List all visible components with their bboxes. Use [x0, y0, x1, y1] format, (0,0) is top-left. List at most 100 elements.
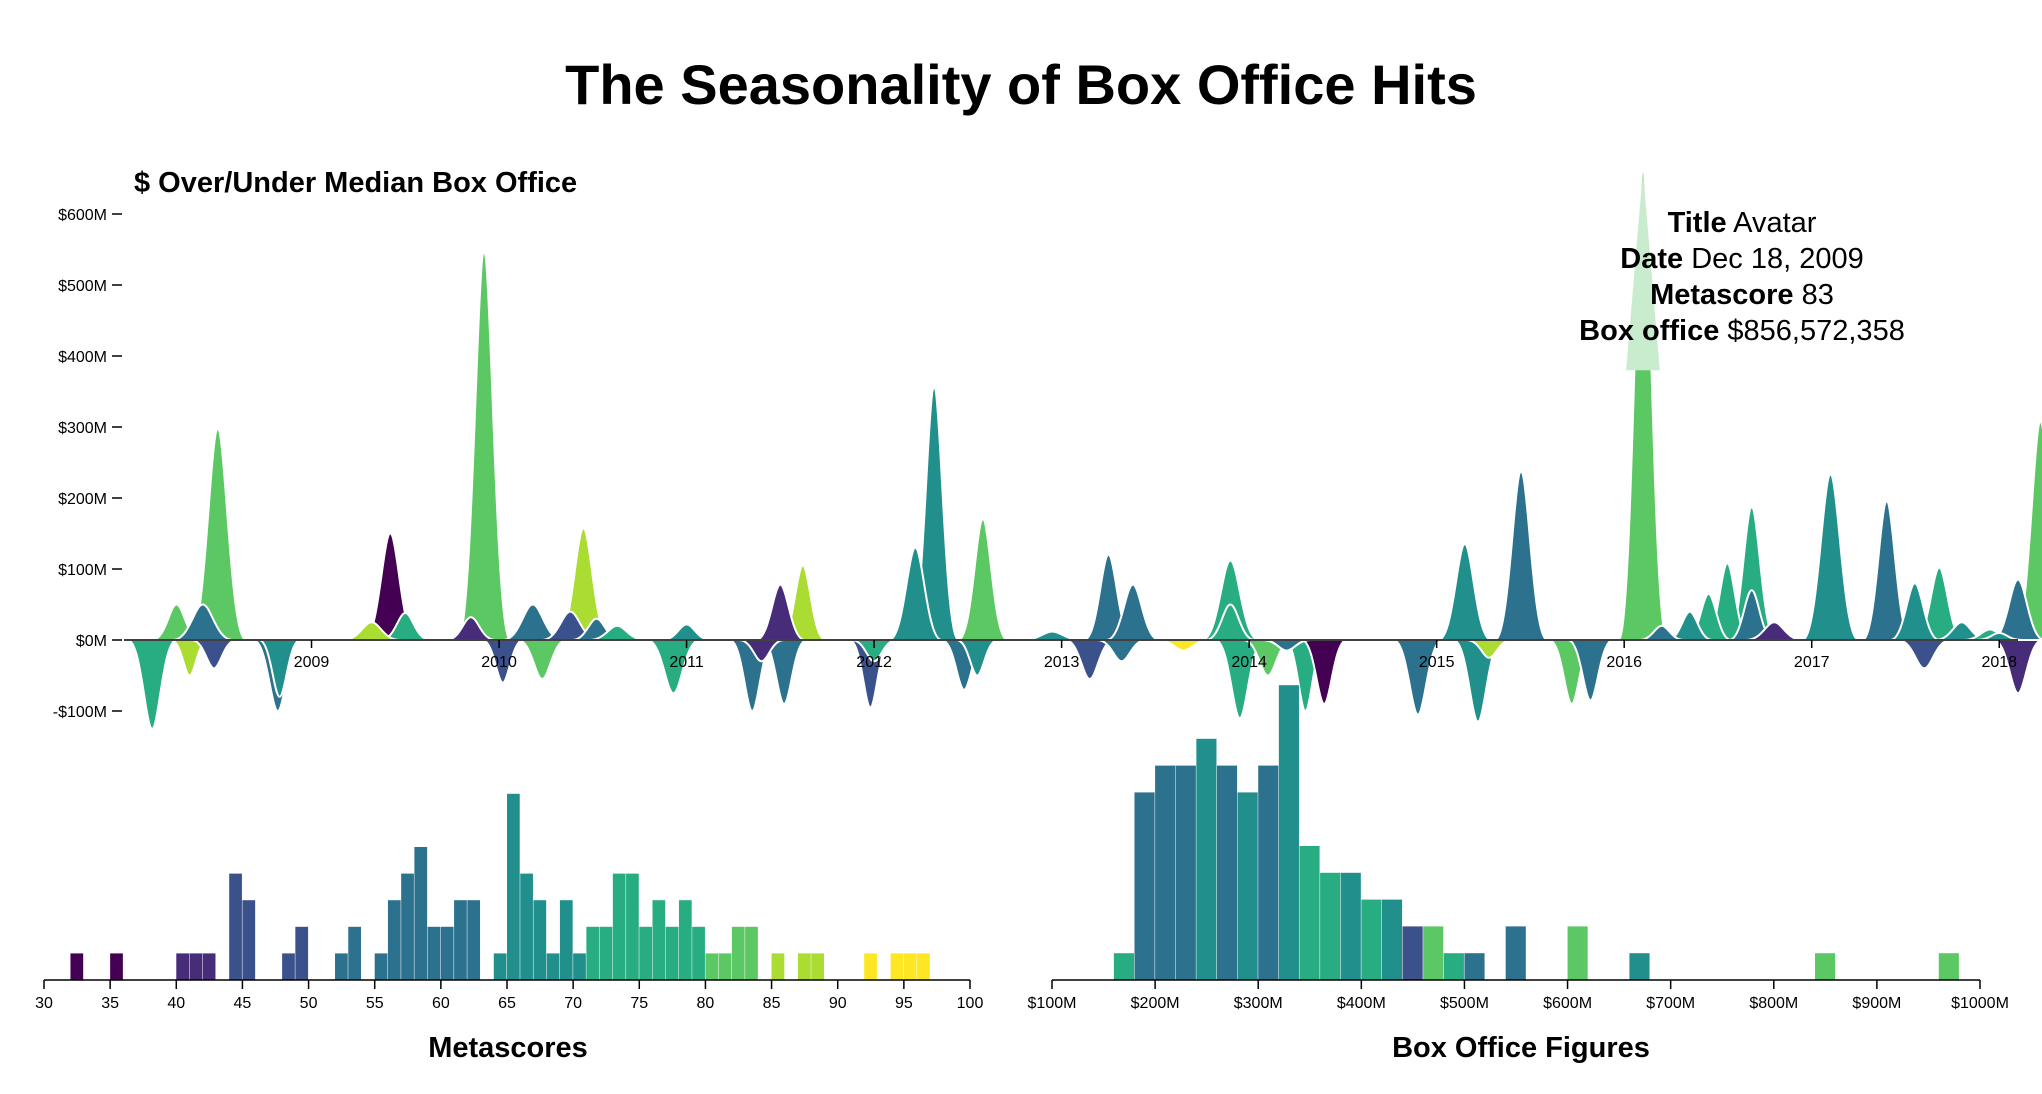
stream-peak[interactable] [646, 639, 701, 695]
boxoffice-bar[interactable] [1443, 953, 1464, 980]
stream-peak[interactable] [1617, 170, 1669, 641]
stream-peak[interactable] [1466, 639, 1512, 659]
stream-peak[interactable] [1897, 639, 1951, 670]
stream-peak[interactable] [851, 639, 897, 663]
metascore-bar[interactable] [242, 900, 256, 980]
metascore-bar[interactable] [559, 900, 573, 980]
metascore-bar[interactable] [440, 926, 454, 980]
boxoffice-bar[interactable] [1361, 899, 1382, 980]
stream-peak[interactable] [1205, 603, 1256, 641]
metascore-bar[interactable] [202, 953, 216, 980]
stream-peak[interactable] [1890, 582, 1940, 641]
stream-peak[interactable] [1745, 621, 1803, 641]
stream-peak[interactable] [755, 583, 806, 641]
boxoffice-bar[interactable] [1196, 738, 1217, 980]
stream-peak[interactable] [1106, 583, 1160, 641]
metascore-bar[interactable] [917, 953, 930, 980]
metascore-bar[interactable] [110, 953, 123, 980]
boxoffice-bar[interactable] [1134, 792, 1155, 980]
metascore-bar[interactable] [864, 953, 877, 980]
stream-peak[interactable] [446, 616, 496, 641]
stream-peak[interactable] [888, 546, 943, 641]
metascore-bar[interactable] [454, 900, 467, 980]
stream-peak[interactable] [761, 639, 808, 705]
metascore-bar[interactable] [335, 953, 348, 980]
metascore-bar[interactable] [612, 873, 626, 980]
metascore-bar[interactable] [626, 873, 639, 980]
metascore-bar[interactable] [692, 926, 705, 980]
metascore-bar[interactable] [493, 953, 507, 980]
stream-peak[interactable] [1022, 630, 1083, 641]
stream-peak[interactable] [1993, 639, 2042, 695]
stream-peak[interactable] [1801, 473, 1860, 641]
boxoffice-bar[interactable] [1567, 926, 1588, 980]
streamgraph[interactable] [124, 170, 2042, 730]
boxoffice-bar[interactable] [1815, 953, 1836, 980]
stream-peak[interactable] [188, 428, 247, 641]
stream-peak[interactable] [1438, 543, 1492, 641]
stream-peak[interactable] [588, 624, 646, 641]
metascore-bar[interactable] [811, 953, 824, 980]
boxoffice-bar[interactable] [1505, 926, 1526, 980]
boxoffice-bar[interactable] [1629, 953, 1650, 980]
metascore-bar[interactable] [586, 926, 600, 980]
metascore-bar[interactable] [771, 953, 785, 980]
metascore-bar[interactable] [903, 953, 917, 980]
stream-peak[interactable] [957, 518, 1008, 641]
metascore-bar[interactable] [718, 953, 732, 980]
boxoffice-bar[interactable] [1113, 953, 1134, 980]
stream-peak[interactable] [662, 623, 712, 641]
boxoffice-histogram[interactable]: $100M $200M $300M $400M $500M $600M $700M $800M… [1028, 685, 2009, 1012]
stream-peak[interactable] [956, 639, 999, 677]
stream-peak[interactable] [380, 612, 430, 641]
metascore-bar[interactable] [678, 900, 692, 980]
stream-peak[interactable] [343, 621, 400, 641]
stream-peak[interactable] [1262, 639, 1312, 652]
boxoffice-bar[interactable] [1402, 926, 1423, 980]
metascore-bar[interactable] [599, 926, 613, 980]
metascore-bar[interactable] [520, 873, 533, 980]
stream-peak[interactable] [1567, 639, 1614, 702]
boxoffice-bar[interactable] [1423, 926, 1444, 980]
boxoffice-bar[interactable] [1320, 872, 1341, 980]
stream-peak[interactable] [1393, 639, 1443, 716]
metascore-bar[interactable] [798, 953, 811, 980]
metascore-bar[interactable] [533, 900, 547, 980]
boxoffice-bar[interactable] [1938, 953, 1959, 980]
stream-peak[interactable] [517, 639, 567, 681]
stream-peak[interactable] [738, 639, 785, 663]
metascore-bar[interactable] [189, 953, 203, 980]
stream-peak[interactable] [258, 639, 301, 698]
metascore-bar[interactable] [348, 926, 361, 980]
metascore-bar[interactable] [387, 900, 401, 980]
stream-peak[interactable] [191, 639, 237, 670]
metascore-bar[interactable] [374, 953, 388, 980]
metascore-bar[interactable] [176, 953, 190, 980]
stream-peak[interactable] [456, 252, 512, 641]
boxoffice-bar[interactable] [1216, 765, 1238, 980]
stream-peak[interactable] [172, 603, 233, 641]
metascore-bar[interactable] [282, 953, 295, 980]
stream-peak[interactable] [481, 639, 524, 684]
metascore-bar[interactable] [731, 926, 745, 980]
boxoffice-bar[interactable] [1381, 899, 1403, 980]
stream-peak[interactable] [2013, 421, 2042, 641]
metascore-bar[interactable] [507, 793, 520, 980]
metascore-bar[interactable] [665, 926, 679, 980]
boxoffice-bar[interactable] [1340, 872, 1361, 980]
boxoffice-bar[interactable] [1237, 792, 1258, 980]
boxoffice-bar[interactable] [1299, 846, 1320, 980]
metascore-bar[interactable] [229, 873, 242, 980]
boxoffice-bar[interactable] [1175, 765, 1196, 980]
metascore-bar[interactable] [414, 847, 428, 980]
metascore-bar[interactable] [890, 953, 904, 980]
stream-peak[interactable] [1201, 559, 1259, 641]
metascore-bar[interactable] [573, 953, 586, 980]
boxoffice-bar[interactable] [1464, 953, 1485, 980]
stream-peak[interactable] [1667, 610, 1713, 641]
metascore-bar[interactable] [546, 953, 560, 980]
stream-peak[interactable] [127, 639, 177, 730]
metascore-bar[interactable] [745, 926, 758, 980]
metascore-bar[interactable] [70, 953, 84, 980]
boxoffice-bar[interactable] [1278, 685, 1299, 980]
